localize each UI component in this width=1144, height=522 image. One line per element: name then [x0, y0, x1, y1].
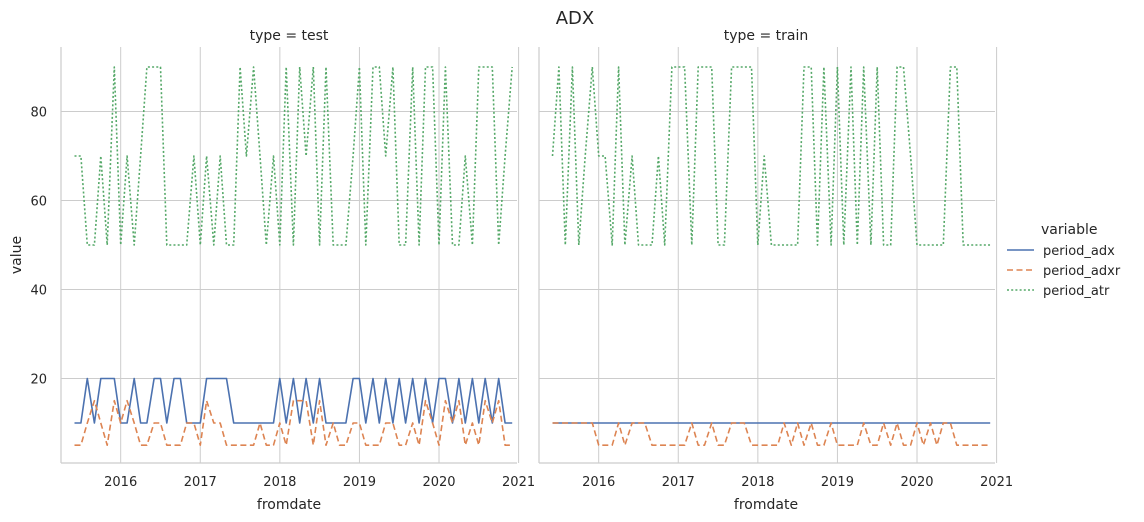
x-axis-label-train: fromdate	[734, 497, 798, 513]
panel-title-train: type = train	[724, 28, 809, 44]
y-tick-label: 20	[30, 372, 47, 387]
panel-train: type = train 2016 2017 2018 2019 2020 2021 fr…	[538, 28, 1013, 513]
series-line-period_adx	[74, 377, 513, 424]
x-tick-label: 2021	[502, 475, 535, 490]
legend: variable period_adx period_adxr period_atr	[1007, 222, 1121, 299]
panel-title-test: type = test	[250, 28, 329, 44]
series-line-period_atr	[74, 66, 513, 246]
legend-label-period_adxr: period_adxr	[1043, 264, 1121, 279]
series-test	[74, 66, 513, 447]
y-tick-label: 40	[30, 283, 47, 298]
x-tick-label: 2019	[821, 475, 854, 490]
legend-label-period_adx: period_adx	[1043, 244, 1115, 259]
x-tick-label: 2018	[263, 475, 296, 490]
chart-title: ADX	[556, 8, 595, 29]
panel-test: type = test 2016 2017 2018 2019 2020 2021 20 4…	[9, 28, 535, 513]
grid-train	[539, 47, 998, 463]
x-tick-label: 2017	[184, 475, 217, 490]
y-axis-label: value	[9, 236, 25, 274]
grid-test	[61, 47, 520, 463]
y-tick-label: 80	[30, 106, 47, 121]
x-tick-label: 2016	[582, 475, 615, 490]
x-tick-label: 2018	[741, 475, 774, 490]
x-ticks-test: 2016 2017 2018 2019 2020 2021	[104, 475, 535, 490]
legend-title: variable	[1041, 222, 1097, 238]
series-line-period_atr	[551, 66, 991, 246]
x-tick-label: 2020	[900, 475, 933, 490]
x-tick-label: 2021	[980, 475, 1013, 490]
series-line-period_adxr	[74, 399, 513, 447]
x-ticks-train: 2016 2017 2018 2019 2020 2021	[582, 475, 1013, 490]
x-tick-label: 2020	[422, 475, 455, 490]
y-ticks-test: 20 40 60 80	[30, 106, 47, 388]
x-tick-label: 2019	[343, 475, 376, 490]
x-tick-label: 2017	[662, 475, 695, 490]
legend-label-period_atr: period_atr	[1043, 284, 1110, 299]
series-line-period_adxr	[552, 422, 991, 447]
y-tick-label: 60	[30, 194, 47, 209]
x-axis-label-test: fromdate	[257, 497, 321, 513]
series-train	[551, 66, 991, 447]
x-tick-label: 2016	[104, 475, 137, 490]
